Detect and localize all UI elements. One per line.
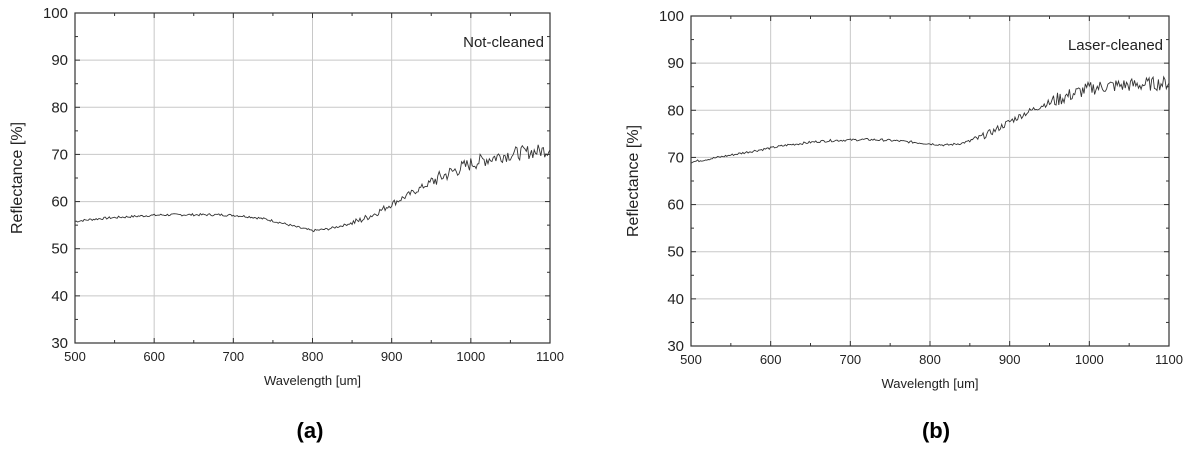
x-tick-label: 700 — [222, 349, 244, 364]
x-tick-label: 900 — [381, 349, 403, 364]
y-tick-label: 30 — [667, 338, 684, 355]
y-tick-label: 80 — [667, 102, 684, 119]
y-axis-label: Reflectance [%] — [625, 125, 642, 237]
y-tick-label: 70 — [667, 149, 684, 166]
chart-a: 500 600 700 800 900 1000 1100 30 40 50 60 70 80 90 100… — [9, 5, 564, 388]
x-tick-label: 600 — [760, 352, 782, 367]
y-tick-label: 30 — [51, 335, 68, 352]
y-axis-label: Reflectance [%] — [9, 122, 26, 234]
x-tick-label: 800 — [919, 352, 941, 367]
panel-label-b: (b) — [921, 418, 951, 443]
series-line — [690, 75, 1170, 164]
y-tick-label: 100 — [659, 8, 684, 25]
x-tick-label: 800 — [302, 349, 324, 364]
x-axis-label: Wavelength [um] — [264, 373, 361, 388]
y-tick-label: 90 — [51, 52, 68, 69]
x-axis-label: Wavelength [um] — [881, 376, 978, 391]
y-tick-label: 60 — [667, 197, 684, 214]
x-tick-label: 700 — [839, 352, 861, 367]
y-tick-label: 90 — [667, 55, 684, 72]
x-tick-label: 1100 — [1155, 352, 1183, 367]
x-tick-label: 900 — [999, 352, 1021, 367]
x-tick-label: 500 — [64, 349, 86, 364]
y-tick-label: 100 — [43, 5, 68, 22]
y-tick-label: 40 — [667, 291, 684, 308]
x-tick-label: 500 — [680, 352, 702, 367]
y-tick-label: 70 — [51, 146, 68, 163]
y-tick-label: 80 — [51, 99, 68, 116]
panel-label-a: (a) — [296, 418, 324, 443]
series-line — [74, 144, 551, 233]
x-tick-label: 600 — [143, 349, 165, 364]
y-tick-label: 40 — [51, 288, 68, 305]
annotation-label: Laser-cleaned — [1068, 37, 1163, 54]
chart-b: 500 600 700 800 900 1000 1100 30 40 50 60 70 80 90 100… — [625, 8, 1183, 391]
y-tick-label: 60 — [51, 194, 68, 211]
x-tick-label: 1100 — [536, 349, 564, 364]
annotation-label: Not-cleaned — [463, 34, 544, 51]
y-tick-label: 50 — [51, 241, 68, 258]
x-tick-label: 1000 — [1075, 352, 1104, 367]
y-tick-label: 50 — [667, 244, 684, 261]
x-tick-label: 1000 — [456, 349, 485, 364]
